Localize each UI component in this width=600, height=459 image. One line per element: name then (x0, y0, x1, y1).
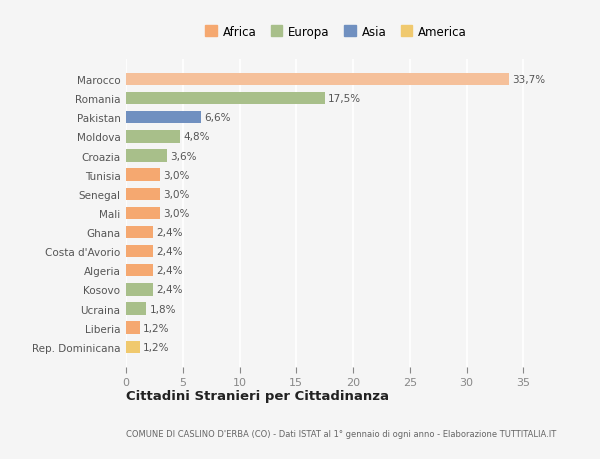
Text: 3,6%: 3,6% (170, 151, 197, 161)
Bar (126, 93, 325, 105)
Text: 3,0%: 3,0% (163, 190, 190, 199)
Text: 1,2%: 1,2% (143, 342, 170, 352)
Bar (126, 322, 140, 334)
Text: 1,8%: 1,8% (150, 304, 176, 314)
Text: 1,2%: 1,2% (143, 323, 170, 333)
Text: 2,4%: 2,4% (157, 228, 183, 237)
Text: 3,0%: 3,0% (163, 208, 190, 218)
Bar (126, 264, 153, 277)
Bar (126, 73, 509, 86)
Text: 4,8%: 4,8% (184, 132, 211, 142)
Text: 2,4%: 2,4% (157, 246, 183, 257)
Bar (126, 131, 181, 143)
Text: 2,4%: 2,4% (157, 285, 183, 295)
Text: 17,5%: 17,5% (328, 94, 361, 104)
Text: Cittadini Stranieri per Cittadinanza: Cittadini Stranieri per Cittadinanza (126, 389, 389, 403)
Bar (126, 169, 160, 181)
Text: COMUNE DI CASLINO D'ERBA (CO) - Dati ISTAT al 1° gennaio di ogni anno - Elaboraz: COMUNE DI CASLINO D'ERBA (CO) - Dati IST… (126, 429, 556, 438)
Text: 3,0%: 3,0% (163, 170, 190, 180)
Bar (126, 207, 160, 220)
Bar (126, 302, 146, 315)
Bar (126, 226, 153, 239)
Bar (126, 341, 140, 353)
Bar (126, 284, 153, 296)
Text: 2,4%: 2,4% (157, 266, 183, 276)
Text: 33,7%: 33,7% (512, 75, 545, 85)
Bar (126, 188, 160, 201)
Legend: Africa, Europa, Asia, America: Africa, Europa, Asia, America (205, 26, 467, 39)
Bar (126, 112, 201, 124)
Bar (126, 246, 153, 258)
Text: 6,6%: 6,6% (205, 113, 231, 123)
Bar (126, 150, 167, 162)
